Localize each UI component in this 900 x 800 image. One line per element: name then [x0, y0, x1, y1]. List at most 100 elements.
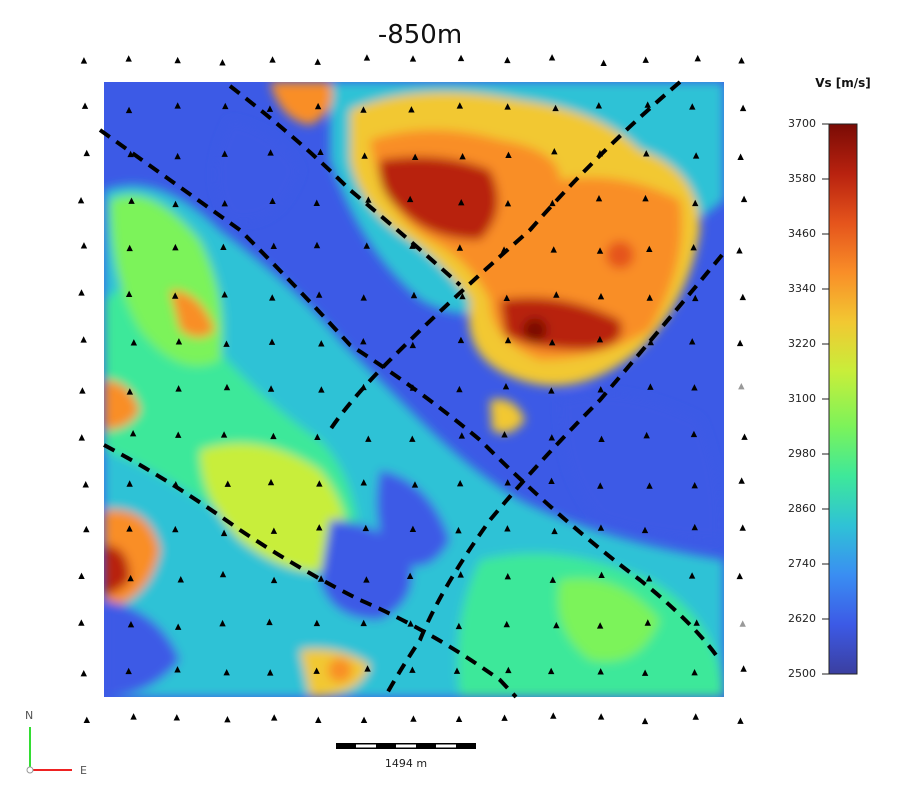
station-triangle-icon [597, 713, 605, 720]
station-triangle-icon [172, 481, 179, 488]
station-triangle-icon [313, 199, 320, 206]
colorbar-tick-label: 2500 [788, 667, 816, 680]
station-triangle-icon [314, 58, 321, 65]
station-triangle-icon [360, 479, 367, 486]
station-triangle-icon [172, 525, 179, 533]
station-triangle-icon [127, 620, 135, 628]
station-triangle-icon [269, 294, 276, 301]
station-triangle-icon [501, 431, 508, 438]
station-triangle-icon [128, 197, 135, 204]
station-triangle-icon [409, 525, 417, 533]
station-triangle-icon [83, 716, 90, 723]
station-triangle-icon [595, 102, 603, 109]
station-triangle-icon [647, 338, 654, 346]
station-triangle-icon [551, 527, 558, 535]
station-triangle-icon [504, 56, 511, 64]
colorbar-tick-label: 2980 [788, 447, 816, 460]
station-triangle-icon [501, 714, 508, 721]
colorbar-tick-label: 3700 [788, 117, 816, 130]
station-triangle-icon [220, 243, 227, 250]
station-triangle-icon [222, 102, 229, 110]
station-triangle-icon [174, 56, 181, 64]
station-triangle-icon [739, 620, 746, 627]
station-triangle-icon [642, 56, 649, 63]
station-triangle-icon [458, 198, 465, 206]
station-triangle-icon [641, 526, 649, 534]
station-triangle-icon [691, 384, 698, 391]
station-triangle-icon [548, 54, 556, 61]
station-triangle-icon [409, 55, 417, 62]
station-triangle-icon [79, 387, 86, 394]
station-triangle-icon [600, 59, 607, 67]
station-triangle-icon [78, 572, 85, 580]
station-triangle-icon [504, 479, 511, 486]
station-triangle-icon [220, 529, 228, 537]
station-triangle-icon [551, 147, 558, 155]
station-triangle-icon [224, 480, 231, 487]
colorbar-tick-label: 3340 [788, 282, 816, 295]
station-triangle-icon [318, 386, 325, 393]
colorbar-tick-label: 2740 [788, 557, 816, 570]
station-triangle-icon [77, 196, 85, 204]
station-triangle-icon [456, 102, 464, 109]
station-triangle-icon [504, 103, 511, 110]
station-triangle-icon [406, 195, 414, 203]
colorbar-ticks [822, 123, 829, 675]
station-triangle-icon [459, 152, 466, 160]
station-triangle-icon [547, 667, 555, 675]
station-triangle-icon [736, 572, 743, 580]
station-triangle-icon [689, 338, 696, 345]
station-triangle-icon [736, 339, 744, 347]
station-triangle-icon [644, 619, 651, 626]
station-triangle-icon [598, 435, 605, 442]
station-triangle-icon [456, 479, 464, 487]
station-triangle-icon [595, 195, 603, 202]
station-triangle-icon [408, 106, 415, 113]
station-triangle-icon [503, 294, 510, 302]
station-triangle-icon [738, 57, 745, 64]
station-triangle-icon [549, 338, 556, 346]
station-triangle-icon [360, 106, 367, 113]
station-triangle-icon [171, 292, 179, 299]
station-triangle-icon [127, 150, 134, 158]
station-triangle-icon [455, 715, 463, 722]
station-triangle-icon [365, 196, 372, 203]
station-markers [77, 54, 748, 725]
station-triangle-icon [409, 341, 417, 349]
station-triangle-icon [267, 478, 275, 486]
station-triangle-icon [691, 669, 698, 676]
station-triangle-icon [80, 242, 88, 249]
map-title: -850m [377, 20, 463, 50]
north-arrow [26, 727, 72, 774]
station-triangle-icon [738, 382, 745, 390]
east-label: E [80, 764, 87, 777]
station-triangle-icon [739, 293, 747, 301]
station-triangle-icon [267, 669, 274, 676]
station-triangle-icon [363, 576, 370, 583]
station-triangle-icon [549, 199, 556, 207]
station-triangle-icon [645, 575, 653, 582]
station-triangle-icon [78, 434, 85, 441]
station-triangle-icon [550, 712, 557, 719]
station-triangle-icon [314, 102, 322, 110]
station-triangle-icon [219, 59, 226, 66]
station-triangle-icon [739, 104, 747, 112]
fault-line [103, 443, 518, 699]
colorbar-tick-label: 3460 [788, 227, 816, 240]
station-triangle-icon [175, 338, 183, 345]
station-triangle-icon [596, 335, 604, 343]
station-triangle-icon [268, 338, 276, 345]
station-triangle-icon [596, 247, 604, 254]
station-triangle-icon [597, 482, 604, 489]
station-triangle-icon [741, 433, 748, 440]
station-triangle-icon [126, 525, 133, 532]
station-triangle-icon [691, 523, 698, 531]
station-triangle-icon [365, 435, 372, 442]
station-triangle-icon [363, 54, 371, 61]
station-triangle-icon [269, 197, 276, 205]
fault-line [383, 253, 724, 698]
fault-line [328, 80, 682, 432]
station-triangle-icon [690, 243, 697, 251]
colorbar-tick-label: 3580 [788, 172, 816, 185]
